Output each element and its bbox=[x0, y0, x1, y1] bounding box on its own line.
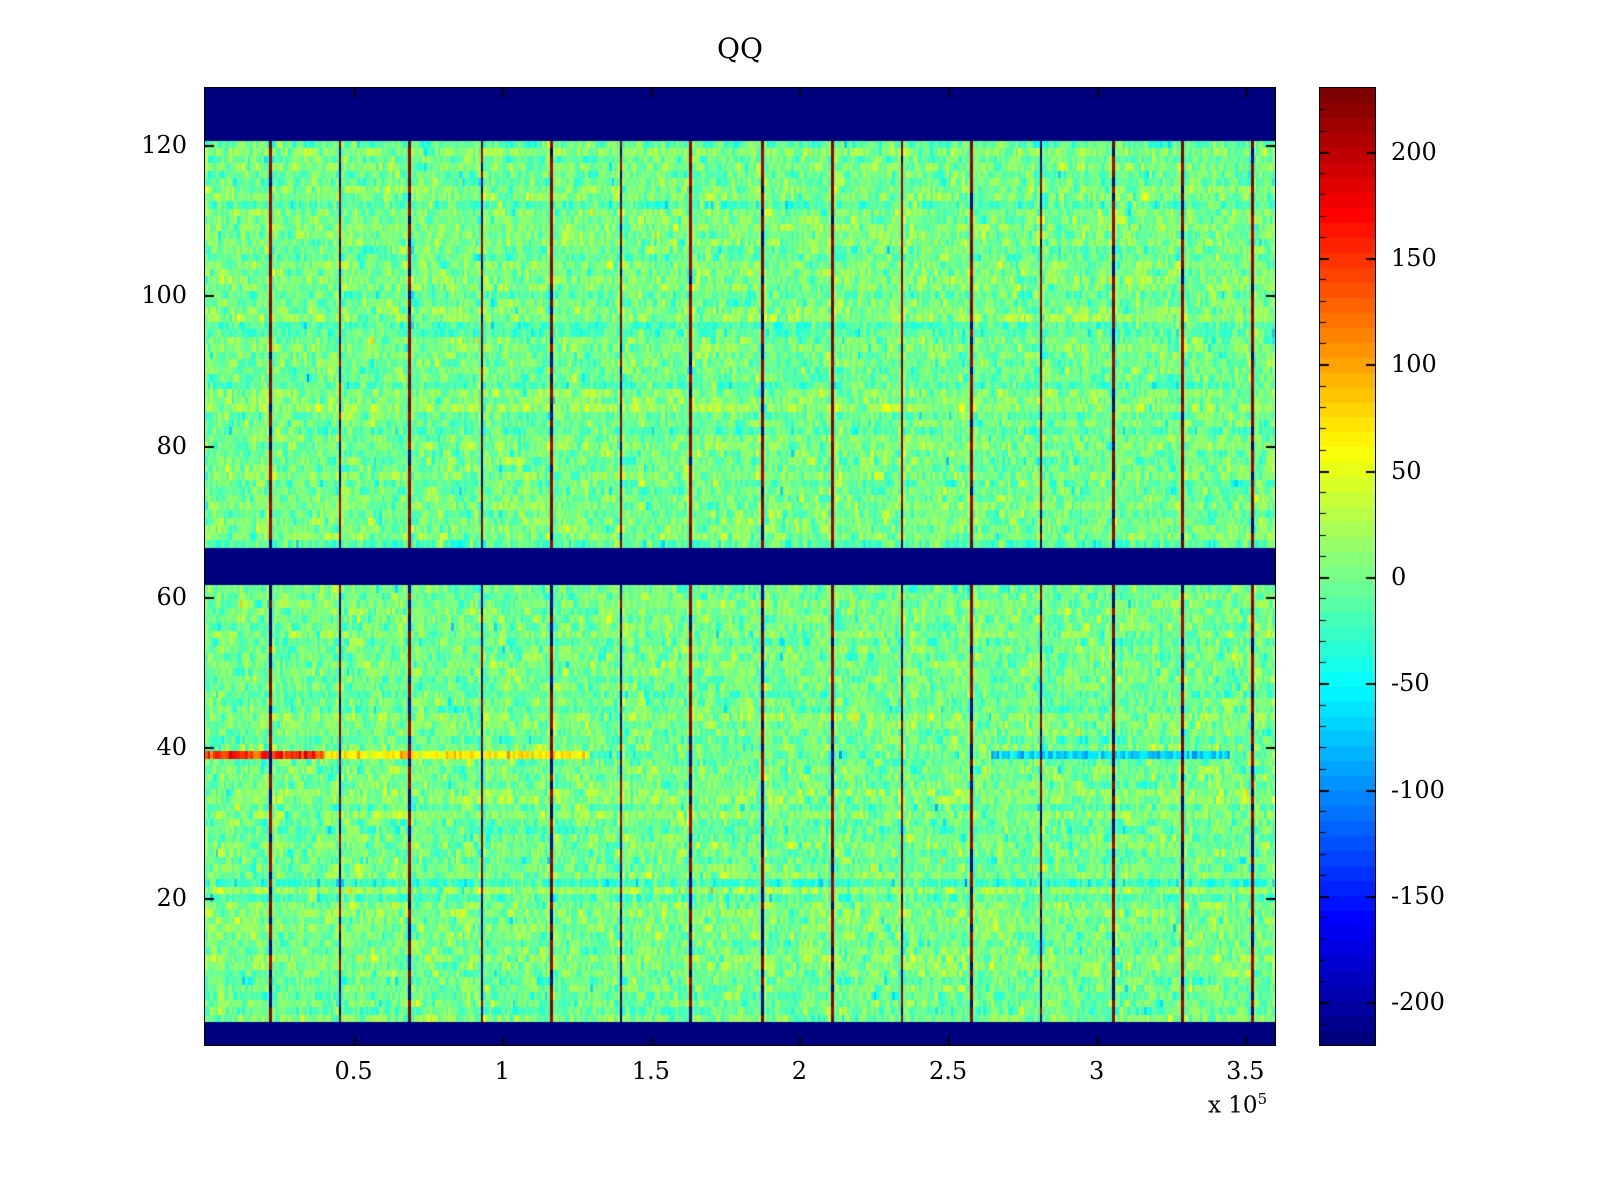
x-tick-label: 1.5 bbox=[631, 1057, 670, 1085]
x-tick-label: 2 bbox=[791, 1057, 808, 1085]
colorbar-tick-label: 150 bbox=[1391, 244, 1437, 273]
y-tick-label: 60 bbox=[156, 582, 187, 611]
x-axis-exponent-label: x 105 bbox=[1208, 1090, 1267, 1119]
exponent-power: 5 bbox=[1257, 1090, 1268, 1108]
colorbar-tick-label: 50 bbox=[1391, 456, 1422, 485]
colorbar-tick-label: 100 bbox=[1391, 350, 1437, 379]
y-tick-label: 40 bbox=[156, 733, 187, 762]
colorbar-tick-label: 200 bbox=[1391, 137, 1437, 166]
colorbar-canvas bbox=[1319, 87, 1376, 1046]
x-tick-label: 0.5 bbox=[334, 1057, 373, 1085]
colorbar-tick-label: -150 bbox=[1391, 882, 1445, 911]
colorbar-tick-label: -100 bbox=[1391, 775, 1445, 804]
x-tick-label: 2.5 bbox=[928, 1057, 968, 1085]
colorbar-tick-label: -200 bbox=[1391, 988, 1445, 1017]
colorbar-tick-label: -50 bbox=[1391, 669, 1430, 698]
colorbar-tick-label: 0 bbox=[1391, 563, 1407, 592]
x-tick-label: 3 bbox=[1089, 1057, 1105, 1085]
exponent-prefix: x 10 bbox=[1208, 1092, 1258, 1119]
chart-title: QQ bbox=[717, 32, 763, 65]
heatmap-canvas bbox=[204, 87, 1276, 1046]
y-tick-label: 100 bbox=[141, 281, 187, 310]
x-tick-label: 1 bbox=[494, 1057, 510, 1085]
y-tick-label: 80 bbox=[156, 431, 187, 460]
y-tick-label: 120 bbox=[141, 130, 187, 159]
x-tick-label: 3.5 bbox=[1226, 1057, 1265, 1085]
y-tick-label: 20 bbox=[156, 884, 187, 913]
